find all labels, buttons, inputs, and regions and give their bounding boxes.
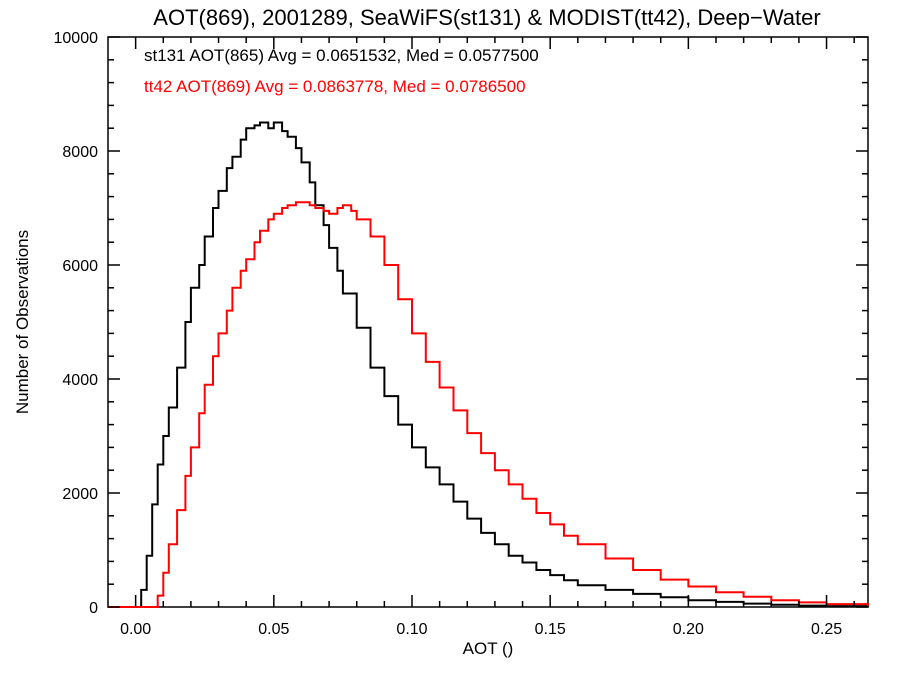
x-tick-label: 0.05: [258, 621, 289, 638]
x-tick-label: 0.10: [396, 621, 427, 638]
series-line-0: [108, 121, 869, 608]
annotation-st131-stats: st131 AOT(865) Avg = 0.0651532, Med = 0.…: [144, 46, 539, 65]
y-axis-label: Number of Observations: [13, 230, 32, 414]
y-tick-label: 6000: [62, 258, 98, 275]
x-axis-label: AOT (): [463, 639, 514, 658]
y-tick-label: 0: [89, 600, 98, 617]
plot-frame: [107, 36, 869, 608]
y-tick-label: 10000: [54, 30, 99, 47]
y-tick-label: 4000: [62, 372, 98, 389]
y-tick-label: 2000: [62, 486, 98, 503]
x-tick-label: 0.20: [673, 621, 704, 638]
series-line-1: [108, 201, 869, 608]
x-tick-label: 0.00: [120, 621, 151, 638]
x-tick-label: 0.25: [811, 621, 842, 638]
y-tick-label: 8000: [62, 144, 98, 161]
x-tick-label: 0.15: [535, 621, 566, 638]
annotation-tt42-stats: tt42 AOT(869) Avg = 0.0863778, Med = 0.0…: [144, 77, 526, 96]
series-layer: [108, 121, 869, 608]
ticks-layer: 0.00 0.05 0.10 0.15 0.20 0.25 0 2000 4000 6000 800…: [54, 30, 868, 638]
chart-title: AOT(869), 2001289, SeaWiFS(st131) & MODI…: [153, 5, 820, 30]
